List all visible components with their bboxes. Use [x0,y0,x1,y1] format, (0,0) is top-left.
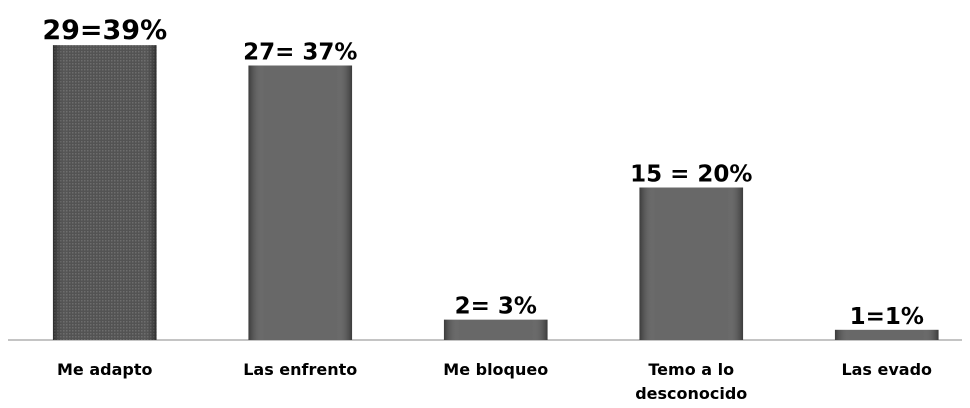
x-tick-label: Me adapto [57,360,153,379]
bar-shine [639,187,744,340]
bar-shine [834,329,939,340]
value-label: 2= 3% [455,294,537,320]
x-tick-label: Las enfrento [243,360,358,379]
x-tick-label: Me bloqueo [443,360,549,379]
bar-shine [52,45,157,341]
value-label: 27= 37% [243,40,357,66]
bar-shine [443,319,548,340]
value-label: 1=1% [850,304,924,330]
x-tick-label: Las evado [841,360,933,379]
value-label: 15 = 20% [630,162,752,188]
value-label: 29=39% [42,15,167,46]
bar-shine [248,65,353,340]
x-tick-label: Temo a lo desconocido [635,360,748,403]
